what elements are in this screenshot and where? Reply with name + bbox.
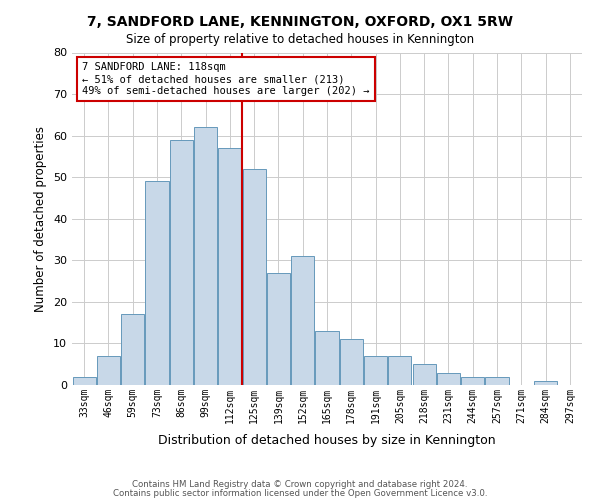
Bar	[218, 148, 241, 385]
Text: 7 SANDFORD LANE: 118sqm
← 51% of detached houses are smaller (213)
49% of semi-d: 7 SANDFORD LANE: 118sqm ← 51% of detache…	[82, 62, 370, 96]
Bar	[461, 376, 484, 385]
Text: Size of property relative to detached houses in Kennington: Size of property relative to detached ho…	[126, 32, 474, 46]
Bar	[170, 140, 193, 385]
Bar	[242, 169, 266, 385]
Bar	[437, 372, 460, 385]
Bar	[316, 331, 338, 385]
Text: 7, SANDFORD LANE, KENNINGTON, OXFORD, OX1 5RW: 7, SANDFORD LANE, KENNINGTON, OXFORD, OX…	[87, 15, 513, 29]
Bar	[340, 340, 363, 385]
Bar	[413, 364, 436, 385]
Bar	[388, 356, 412, 385]
Y-axis label: Number of detached properties: Number of detached properties	[34, 126, 47, 312]
Bar	[121, 314, 144, 385]
Bar	[145, 182, 169, 385]
X-axis label: Distribution of detached houses by size in Kennington: Distribution of detached houses by size …	[158, 434, 496, 447]
Bar	[73, 376, 95, 385]
Text: Contains HM Land Registry data © Crown copyright and database right 2024.: Contains HM Land Registry data © Crown c…	[132, 480, 468, 489]
Bar	[485, 376, 509, 385]
Bar	[267, 273, 290, 385]
Bar	[194, 128, 217, 385]
Bar	[291, 256, 314, 385]
Text: Contains public sector information licensed under the Open Government Licence v3: Contains public sector information licen…	[113, 489, 487, 498]
Bar	[97, 356, 120, 385]
Bar	[364, 356, 387, 385]
Bar	[534, 381, 557, 385]
